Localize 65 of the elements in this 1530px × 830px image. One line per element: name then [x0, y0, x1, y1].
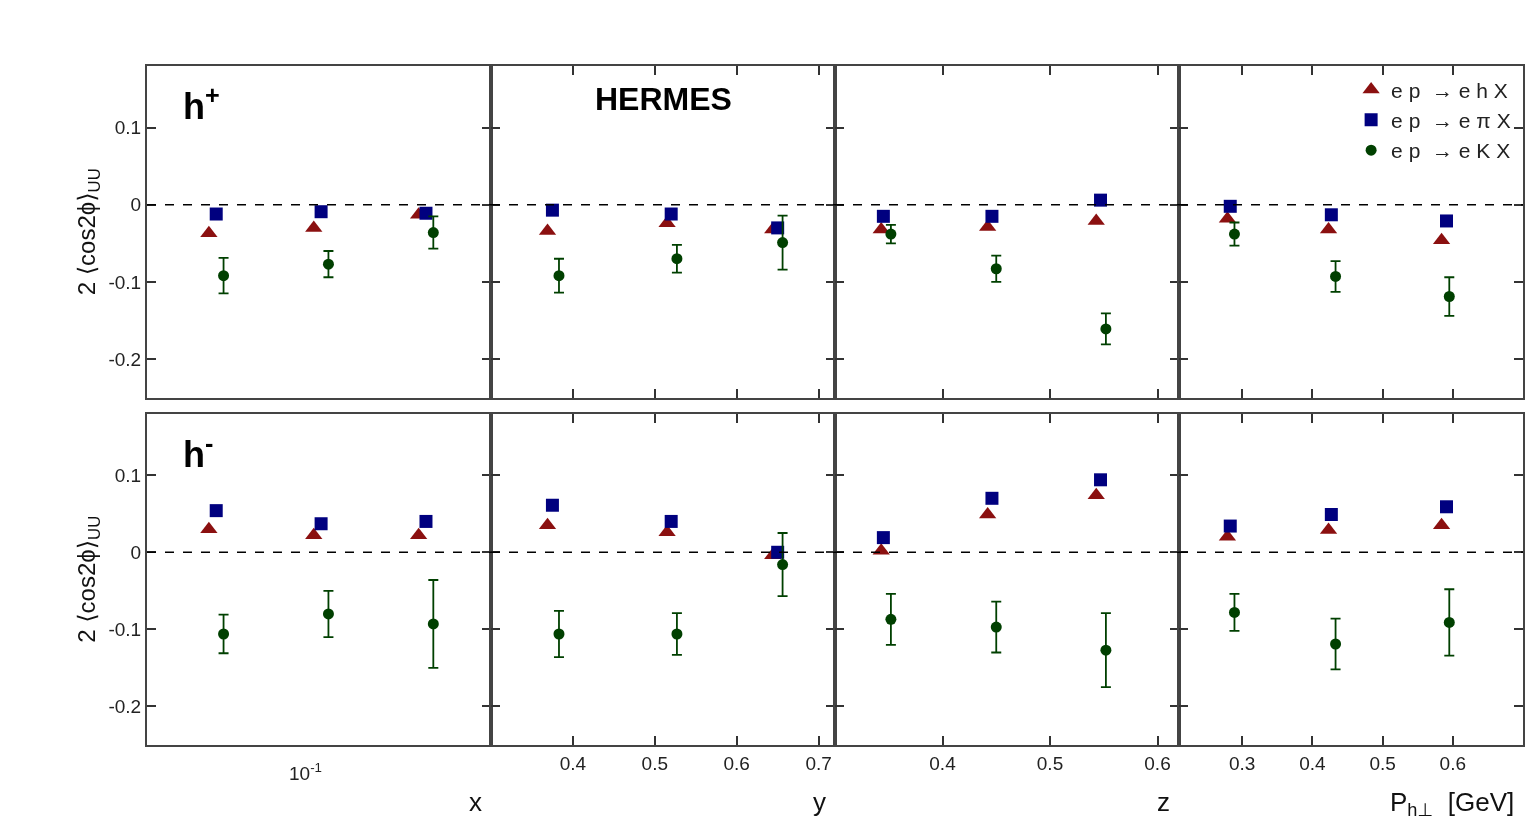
point — [985, 491, 999, 505]
annotation: HERMES — [595, 81, 732, 117]
legend-label: e p → e K X — [1391, 139, 1511, 163]
point — [985, 209, 999, 223]
point — [1094, 473, 1108, 487]
point — [1228, 228, 1240, 240]
legend-label: e p → e h X — [1391, 78, 1508, 102]
point — [885, 228, 897, 240]
y-tick-label: -0.2 — [108, 696, 142, 718]
annotation: h$^{+}$ — [183, 81, 220, 128]
point — [876, 209, 890, 223]
x-axis-title: z — [1157, 787, 1170, 817]
point — [1223, 519, 1237, 533]
text: 10$^{-1}$ — [289, 760, 322, 784]
point — [1100, 644, 1112, 656]
point — [990, 621, 1002, 633]
x-tick-label: 0.7 — [805, 752, 832, 774]
point — [671, 253, 683, 265]
point — [771, 221, 785, 235]
point — [664, 514, 678, 528]
x-axis-title: x — [469, 787, 482, 817]
x-tick-label: 0.5 — [1036, 752, 1064, 774]
point — [1094, 193, 1108, 207]
x-tick-label: 0.4 — [929, 752, 957, 774]
y-tick-label: -0.2 — [108, 348, 142, 370]
point — [1330, 270, 1342, 282]
y-tick-label: -0.1 — [108, 619, 142, 641]
point — [1324, 208, 1338, 222]
annotation: h$^{-}$ — [183, 429, 214, 476]
point — [553, 628, 565, 640]
x-tick-label: 0.6 — [1144, 752, 1171, 774]
point — [1443, 616, 1455, 628]
y-tick-label: 0.1 — [114, 117, 142, 139]
x-tick-label: 0.6 — [1439, 752, 1467, 774]
point — [1439, 214, 1453, 228]
point — [885, 613, 897, 625]
x-tick-label: 0.4 — [559, 752, 587, 774]
y-tick-label: 0.1 — [114, 464, 142, 486]
point — [777, 559, 789, 571]
legend-label: e p → e π X — [1391, 109, 1511, 133]
y-tick-label: -0.1 — [108, 271, 142, 293]
x-tick-label: 0.4 — [1299, 752, 1327, 774]
point — [1439, 500, 1453, 514]
x-axis-title: y — [813, 787, 826, 817]
point — [1100, 323, 1112, 335]
point — [1330, 638, 1342, 650]
point — [876, 531, 890, 545]
x-tick-label: 0.6 — [723, 752, 750, 774]
point — [777, 237, 789, 249]
x-axis-title: P$_{h⊥}$ [GeV] — [1390, 787, 1515, 821]
x-tick-label: 0.5 — [1369, 752, 1396, 774]
point — [545, 203, 559, 217]
x-tick-label: 0.3 — [1228, 752, 1256, 774]
point — [664, 207, 678, 221]
y-tick-label: 0 — [130, 194, 142, 216]
y-tick-label: 0 — [130, 541, 142, 563]
point — [553, 270, 565, 282]
point — [1223, 199, 1237, 213]
x-tick-label: 0.5 — [641, 752, 669, 774]
point — [545, 498, 559, 512]
point — [1324, 507, 1338, 521]
point — [990, 263, 1002, 275]
point — [1228, 606, 1240, 618]
point — [671, 628, 683, 640]
point — [1443, 291, 1455, 303]
